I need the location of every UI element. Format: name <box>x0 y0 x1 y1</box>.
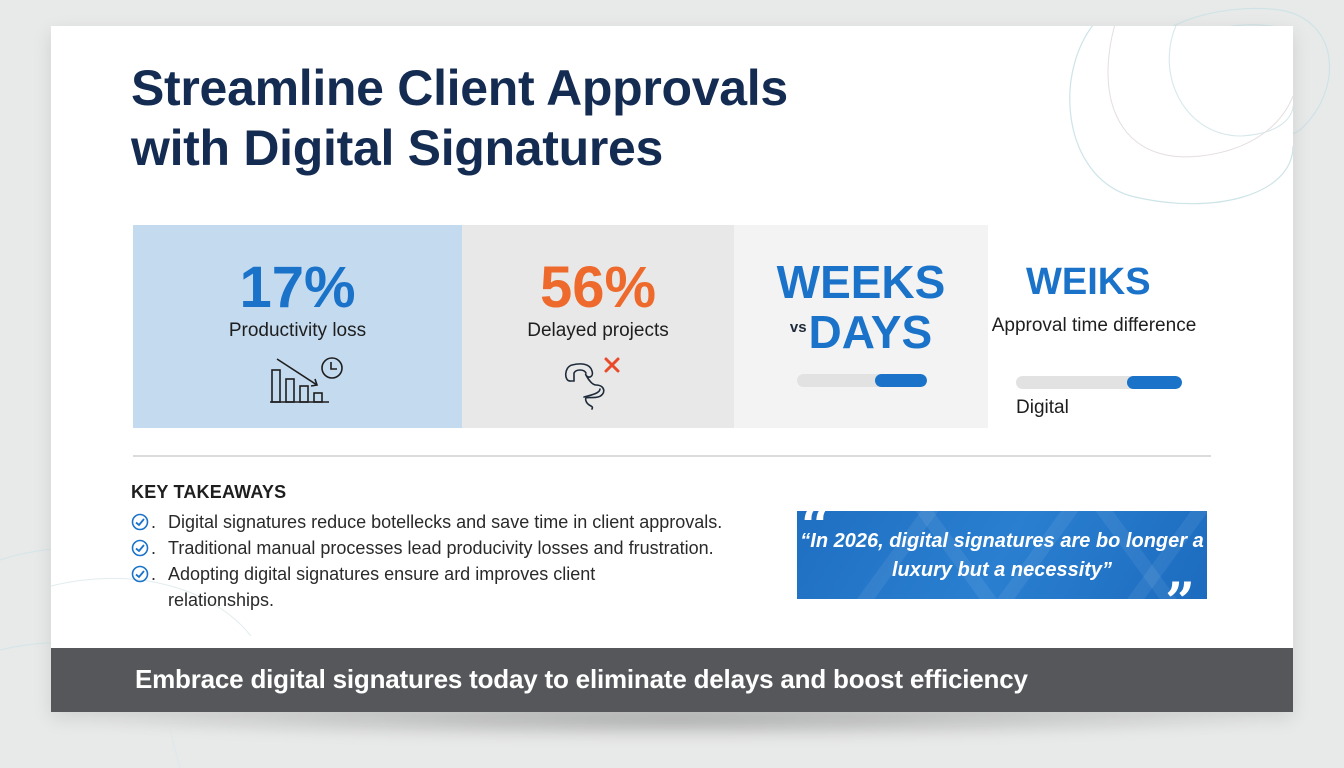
takeaway-item: . Digital signatures reduce botellecks a… <box>131 509 791 535</box>
stats-row: 17% Productivity loss 56% Delayed p <box>133 225 1211 428</box>
title-line-1: Streamline Client Approvals <box>131 60 788 116</box>
takeaway-item: . Traditional manual processes lead prod… <box>131 535 791 561</box>
progress-bar-fill <box>875 374 927 387</box>
comparison-progress-bar <box>797 374 927 387</box>
stat-panel-weeks-vs-days: WEEKS vsDAYS <box>734 225 988 428</box>
stat-value-weeks: WEEKS <box>776 256 946 308</box>
check-circle-icon <box>131 539 149 557</box>
stat-value-days-row: vsDAYS <box>734 307 988 357</box>
bullet-dot: . <box>151 538 157 558</box>
bullet-dot: . <box>151 564 157 584</box>
stat-value-days: DAYS <box>808 306 933 358</box>
check-circle-icon <box>131 513 149 531</box>
stat-panel-productivity-loss: 17% Productivity loss <box>133 225 462 428</box>
section-divider <box>133 455 1211 457</box>
stat-value: WEIKS <box>1026 261 1151 303</box>
progress-bar-fill <box>1127 376 1182 389</box>
stat-label: Approval time difference <box>991 315 1197 336</box>
stat-label: Productivity loss <box>228 320 367 341</box>
tangled-path-x-icon <box>564 357 620 410</box>
approval-progress-bar <box>1016 376 1182 389</box>
takeaway-item: . Adopting digital signatures ensure ard… <box>131 561 641 613</box>
infographic-card: Streamline Client Approvals with Digital… <box>51 26 1293 712</box>
stat-panel-approval-time: WEIKS Approval time difference Digital <box>988 225 1211 428</box>
footer-banner: Embrace digital signatures today to elim… <box>51 648 1293 712</box>
vs-label: vs <box>789 319 807 336</box>
bar-label: Digital <box>1016 397 1069 418</box>
takeaway-text: Adopting digital signatures ensure ard i… <box>168 564 596 610</box>
declining-bar-chart-clock-icon <box>270 357 343 403</box>
takeaways-heading: KEY TAKEAWAYS <box>131 482 287 502</box>
close-quote-mark: ” <box>1165 573 1195 600</box>
quote-box: “ “In 2026, digital signatures are bo lo… <box>797 511 1207 599</box>
check-circle-icon <box>131 565 149 583</box>
stat-label: Delayed projects <box>527 320 669 341</box>
stat-panel-delayed-projects: 56% Delayed projects <box>462 225 734 428</box>
takeaway-text: Digital signatures reduce botellecks and… <box>168 512 723 532</box>
stat-value: 56% <box>539 255 657 320</box>
quote-background-pattern <box>857 511 1207 599</box>
stat-value: 17% <box>239 255 356 320</box>
takeaway-text: Traditional manual processes lead produc… <box>168 538 714 558</box>
key-takeaways-section: KEY TAKEAWAYS . Digital signatures reduc… <box>131 482 791 613</box>
title-line-2: with Digital Signatures <box>131 120 664 176</box>
page-title: Streamline Client Approvals with Digital… <box>131 58 788 178</box>
bullet-dot: . <box>151 512 157 532</box>
open-quote-mark: “ <box>801 511 831 557</box>
footer-call-to-action: Embrace digital signatures today to elim… <box>135 664 1028 694</box>
quote-text: “In 2026, digital signatures are bo long… <box>800 530 1204 581</box>
